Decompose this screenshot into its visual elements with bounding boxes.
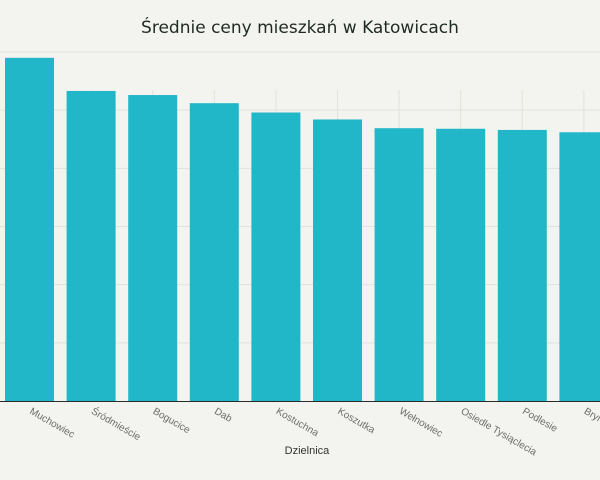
x-tick-label: Wełnowiec: [397, 406, 444, 440]
bar-7[interactable]: [436, 128, 486, 401]
chart-title: Średnie ceny mieszkań w Katowicach: [141, 18, 459, 38]
bar-1[interactable]: [66, 90, 116, 401]
bar-0[interactable]: [5, 57, 54, 402]
bars: [5, 57, 600, 402]
x-tick-label: Brynów: [582, 406, 600, 433]
bar-3[interactable]: [189, 103, 239, 401]
bar-4[interactable]: [251, 112, 301, 401]
bar-9[interactable]: [559, 132, 600, 401]
bar-8[interactable]: [497, 129, 547, 401]
x-tick-label: Podlesie: [520, 406, 559, 435]
x-tick-label: Muchowiec: [28, 406, 77, 441]
bar-5[interactable]: [313, 119, 362, 402]
bar-6[interactable]: [374, 128, 424, 401]
bar-2[interactable]: [128, 95, 178, 401]
x-axis-title: Dzielnica: [285, 445, 331, 457]
x-tick-label: Dab: [212, 406, 234, 425]
x-tick-label: Śródmieście: [89, 404, 144, 443]
x-tick-label: Bogucice: [151, 406, 193, 436]
x-tick-label: Koszutka: [336, 406, 378, 436]
x-tick-label: Kostuchna: [274, 406, 321, 439]
